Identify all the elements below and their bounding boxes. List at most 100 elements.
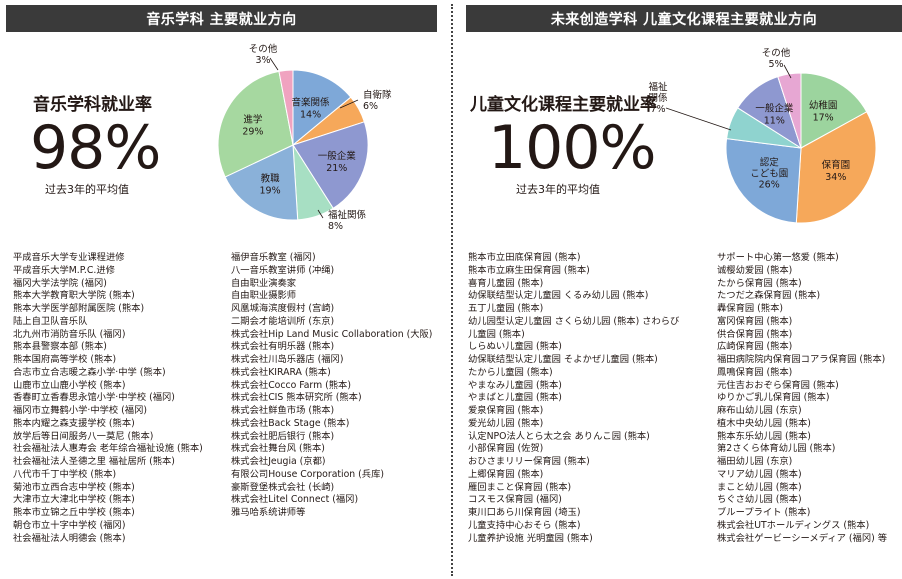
music-panel-header: 音乐学科 主要就业方向 (6, 5, 437, 32)
child-culture-employer-item: 雁回まこと保育园 (熊本) (468, 481, 572, 493)
music-rate-label: 音乐学科就业率 (33, 95, 152, 115)
child-culture-employer-item: 植木中央幼儿园 (熊本) (717, 417, 811, 429)
child-culture-employer-item: 元住吉おおぞら保育园 (熊本) (717, 379, 839, 391)
pie-slice-value: 5% (768, 59, 783, 70)
music-employer-item: 社会福祉法人惠寿会 老年综合福祉设施 (熊本) (13, 443, 203, 455)
music-employer-list-1: 平成音乐大学专业课程进修 平成音乐大学M.P.C.进修 福冈大学法学院 (福冈) 熊本… (13, 252, 203, 545)
pie-slice-label: 幼稚園 (809, 100, 838, 112)
music-employer-item: 二期会才能培训所 (东京) (231, 315, 335, 327)
pie-slice-value: 8% (328, 221, 343, 232)
pie-slice-value: 21% (326, 163, 347, 174)
child-culture-employer-item: 认定NPO法人とら太之会 ありんこ园 (熊本) (468, 430, 650, 442)
pie-slice-1 (292, 69, 352, 147)
music-employer-item: 朝仓市立十字中学校 (福冈) (13, 519, 126, 531)
child-culture-employer-item: しらぬい儿童园 (熊本) (468, 341, 562, 353)
music-employer-item: 有限公司House Corporation (兵库) (231, 468, 384, 480)
music-rate-value: 98% (30, 113, 161, 183)
music-employer-item: 雅马哈系统讲师等 (231, 507, 306, 518)
child-culture-employer-item: 株式会社ゲービーシーメディア (福冈) 等 (717, 532, 888, 544)
pie-leader-line (339, 99, 359, 109)
child-culture-rate-label: 儿童文化课程主要就业率 (470, 95, 657, 115)
child-culture-employer-item: 诚樱幼爱园 (熊本) (717, 264, 793, 276)
music-employer-item: 株式会社Hip Land Music Collaboration (大阪) (231, 328, 433, 340)
music-employer-item: 风凰城海滨度假村 (宫崎) (231, 303, 335, 314)
music-employer-item: 熊本国府高等学校 (熊本) (13, 354, 117, 365)
pie-slice-label: 自衛隊 (363, 89, 392, 101)
child-culture-employer-item: 福田幼儿园 (东京) (717, 456, 793, 467)
child-culture-employer-item: 喜育儿童园 (熊本) (468, 277, 544, 289)
pie-slice-value: 6% (363, 101, 378, 112)
music-employer-item: 株式会社Back Stage (熊本) (231, 417, 350, 429)
child-culture-employer-item: 幼保联结型认定儿童园 そよかぜ儿童园 (熊本) (468, 354, 658, 365)
pie-slice-label: その他 (249, 43, 278, 55)
pie-slice-label: 音楽関係 (292, 97, 331, 109)
child-culture-employer-item: 幼保联结型认定儿童园 くるみ幼儿园 (熊本) (468, 290, 649, 302)
child-culture-employer-item: おひさまリリー保育园 (熊本) (468, 456, 590, 467)
child-culture-employer-list-1: 熊本市立田底保育园 (熊本) 熊本市立麻生田保育园 (熊本) 喜育儿童园 (熊本) 幼… (468, 252, 679, 545)
music-employer-item: 株式会社舞台风 (熊本) (231, 443, 325, 455)
child-culture-employer-item: 供合保育园 (熊本) (717, 328, 793, 340)
child-culture-rate-subtitle: 过去3年的平均值 (516, 183, 600, 196)
pie-slice-label: 一般企業 (755, 103, 794, 115)
music-employer-item: 熊本大学教育职大学院 (熊本) (13, 290, 135, 302)
pie-slice-6 (217, 70, 294, 178)
pie-slice-label: 関係 (648, 93, 668, 104)
music-employer-item: 社会福祉法人明德会 (熊本) (13, 532, 126, 544)
music-employer-item: 熊本县警察本部 (熊本) (13, 341, 107, 353)
pie-slice-1 (800, 72, 868, 149)
child-culture-employer-item: 儿童支持中心おそら (熊本) (468, 519, 581, 531)
music-employer-item: 福冈市立舞鹤小学·中学校 (福冈) (13, 405, 148, 416)
pie-slice-value: 17% (813, 113, 834, 124)
child-culture-employer-item: ちぐさ幼儿园 (熊本) (717, 494, 802, 506)
child-culture-employer-item: 儿童园 (熊本) (468, 328, 525, 340)
pie-slice-label: 認定 (760, 156, 780, 168)
pie-slice-value: 11% (764, 116, 785, 127)
music-employer-item: 株式会社Litel Connect (福冈) (231, 494, 359, 506)
child-culture-employer-item: 熊本市立田底保育园 (熊本) (468, 252, 581, 263)
pie-leader-line (269, 57, 279, 71)
pie-leader-line (783, 64, 792, 79)
panel-divider (451, 4, 453, 576)
pie-slice-7 (278, 69, 294, 146)
music-employer-item: 株式会社川岛乐器店 (福冈) (231, 354, 344, 365)
child-culture-employer-item: 幼儿园型认定儿童园 さくら幼儿园 (熊本) さわらび (468, 315, 680, 327)
pie-slice-value: 29% (242, 127, 263, 138)
child-culture-employer-item: 儿童养护设施 光明童园 (熊本) (468, 532, 593, 544)
child-culture-employer-item: ゆりかご乳儿保育园 (熊本) (717, 392, 830, 404)
child-culture-employer-item: ブループライト (熊本) (717, 507, 811, 518)
music-employer-item: 菊池市立西合志中学校 (熊本) (13, 481, 135, 493)
music-employer-item: 福冈大学法学院 (福冈) (13, 277, 107, 289)
pie-slice-label: 保育園 (822, 159, 851, 171)
pie-leader-line (317, 209, 324, 219)
pie-slice-label: 福祉関係 (328, 209, 367, 221)
music-employer-item: 平成音乐大学专业课程进修 (13, 252, 125, 263)
music-employer-item: 放学后等日间服务八一莫尼 (熊本) (13, 430, 154, 442)
child-culture-employer-item: まこと幼儿园 (熊本) (717, 481, 802, 493)
pie-slice-2 (795, 111, 877, 224)
music-employer-item: 自由职业摄影师 (231, 290, 297, 302)
pie-slice-label: 進学 (243, 114, 262, 126)
child-culture-employer-item: サポート中心第一悠爱 (熊本) (717, 252, 839, 263)
music-employer-item: 熊本大学医学部附属医院 (熊本) (13, 303, 145, 314)
child-culture-employer-item: 熊本市立麻生田保育园 (熊本) (468, 264, 590, 276)
pie-slice-label: こども園 (750, 168, 788, 179)
child-culture-employer-item: やまばと儿童园 (熊本) (468, 392, 562, 404)
child-culture-employer-item: たから儿童园 (熊本) (468, 366, 553, 378)
child-culture-employer-item: 上郷保育园 (熊本) (468, 468, 544, 480)
pie-slice-label: 教職 (261, 173, 281, 185)
music-employer-item: 北九州市消防音乐队 (福冈) (13, 328, 126, 340)
music-employer-item: 豪斯登堡株式会社 (长崎) (231, 481, 335, 493)
pie-slice-value: 14% (300, 110, 321, 121)
child-culture-employer-item: コスモス保育园 (福冈) (468, 494, 562, 506)
child-culture-employer-item: やまなみ儿童园 (熊本) (468, 379, 562, 391)
music-employer-item: 熊本内耀之森支援学校 (熊本) (13, 417, 135, 429)
child-culture-employer-item: 熊本东乐幼儿园 (熊本) (717, 430, 811, 442)
pie-leader-line (665, 107, 732, 131)
music-employer-item: 山鹿市立山鹿小学校 (熊本) (13, 379, 126, 391)
child-culture-employer-list-2: サポート中心第一悠爱 (熊本) 诚樱幼爱园 (熊本) たから保育园 (熊本) たつだ之… (717, 252, 887, 545)
music-employer-item: 大津市立大津北中学校 (熊本) (13, 494, 135, 506)
child-culture-employer-item: 麻布山幼儿园 (东京) (717, 405, 802, 416)
child-culture-employer-item: 株式会社UTホールディングス (熊本) (717, 519, 870, 531)
